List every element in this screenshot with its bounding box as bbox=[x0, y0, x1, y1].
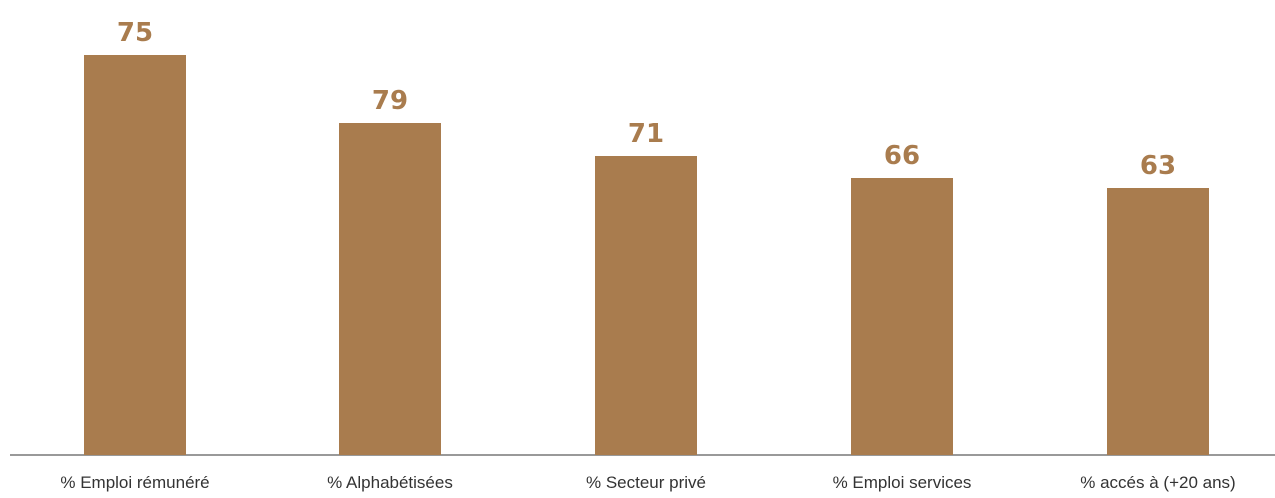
bar-4 bbox=[851, 178, 953, 455]
data-label-4: 66 bbox=[884, 141, 920, 171]
category-label-2: % Alphabétisées bbox=[327, 473, 453, 492]
data-label-5: 63 bbox=[1140, 151, 1176, 181]
bar-1 bbox=[84, 55, 186, 455]
category-label-3: % Secteur privé bbox=[586, 473, 706, 492]
data-label-2: 79 bbox=[372, 86, 408, 116]
category-label-4: % Emploi services bbox=[833, 473, 972, 492]
bar-3 bbox=[595, 156, 697, 455]
bar-2 bbox=[339, 123, 441, 455]
category-label-1: % Emploi rémunéré bbox=[60, 473, 209, 492]
category-label-5: % accés à (+20 ans) bbox=[1080, 473, 1235, 492]
data-label-1: 75 bbox=[117, 18, 153, 48]
bar-5 bbox=[1107, 188, 1209, 455]
bars-group: 75 % Emploi rémunéré 79 % Alphabétisées 71 % … bbox=[60, 18, 1235, 492]
data-label-3: 71 bbox=[628, 119, 664, 149]
